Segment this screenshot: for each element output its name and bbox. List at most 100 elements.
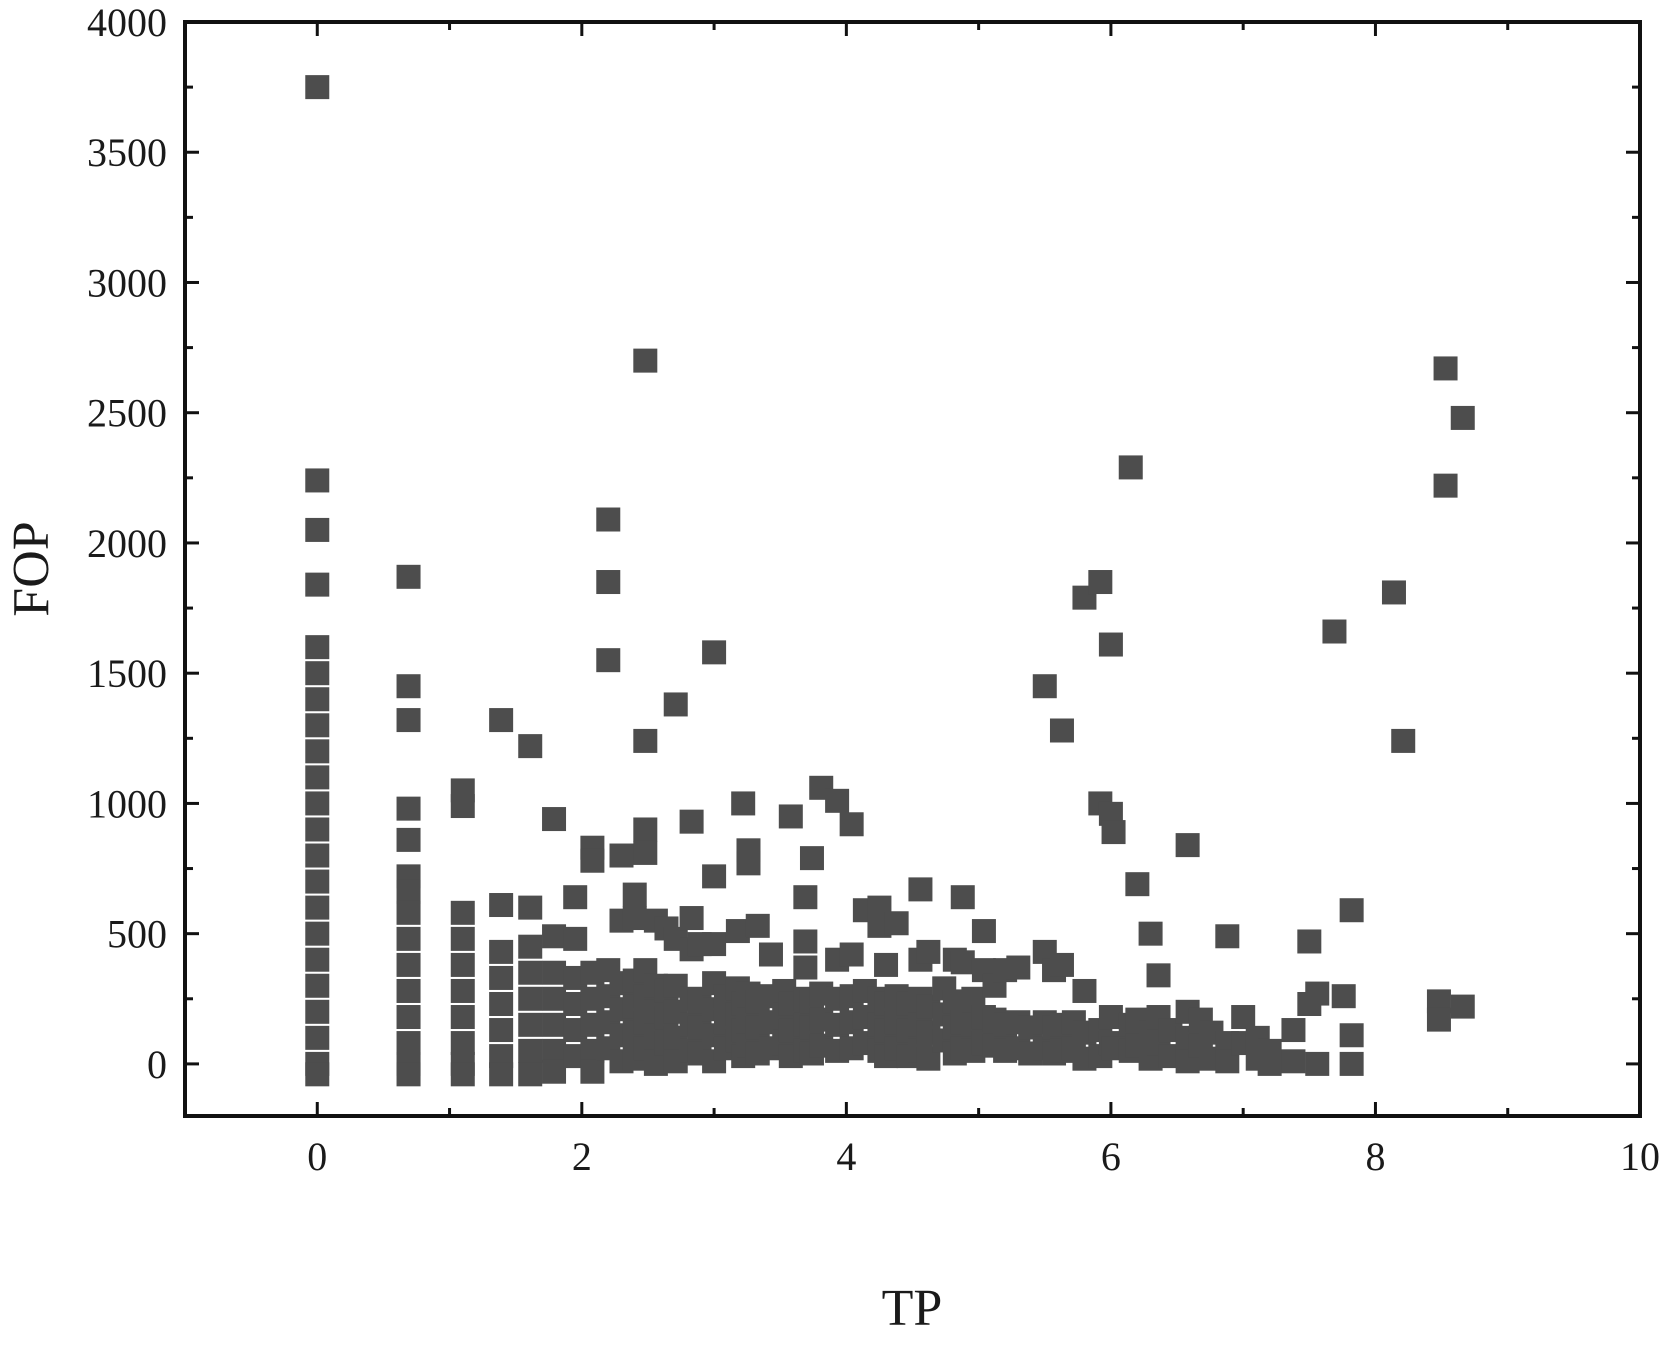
- data-point: [1433, 356, 1458, 381]
- data-point: [396, 1031, 421, 1056]
- data-point: [305, 947, 330, 972]
- data-point: [396, 978, 421, 1003]
- data-point: [793, 929, 818, 954]
- data-point: [839, 812, 864, 837]
- data-point: [778, 804, 803, 829]
- data-point: [702, 864, 727, 889]
- x-tick-label: 8: [1365, 1134, 1385, 1179]
- data-point: [1118, 455, 1143, 480]
- data-point: [305, 921, 330, 946]
- data-point: [1125, 872, 1150, 897]
- data-point: [518, 960, 543, 985]
- data-point: [563, 885, 588, 910]
- data-point: [563, 926, 588, 951]
- data-point: [489, 991, 514, 1016]
- data-point: [702, 932, 727, 957]
- data-point: [1049, 718, 1074, 743]
- data-point: [1088, 570, 1113, 595]
- data-point: [679, 809, 704, 834]
- data-point: [1072, 978, 1097, 1003]
- data-point: [305, 517, 330, 542]
- data-point: [596, 507, 621, 532]
- data-point: [396, 926, 421, 951]
- data-point: [450, 952, 475, 977]
- data-point: [396, 564, 421, 589]
- data-point: [542, 986, 567, 1011]
- data-point: [1281, 1018, 1306, 1043]
- data-point: [1391, 728, 1416, 753]
- data-point: [731, 791, 756, 816]
- y-tick-label: 500: [107, 912, 167, 957]
- y-tick-label: 3500: [87, 130, 167, 175]
- data-point: [950, 885, 975, 910]
- x-tick-label: 10: [1620, 1134, 1660, 1179]
- data-point: [1098, 632, 1123, 657]
- data-point: [396, 827, 421, 852]
- data-point: [396, 674, 421, 699]
- data-point: [305, 791, 330, 816]
- data-point: [542, 807, 567, 832]
- data-point: [1146, 963, 1171, 988]
- data-point: [542, 1038, 567, 1063]
- data-point: [793, 955, 818, 980]
- data-point: [305, 999, 330, 1024]
- data-point: [1426, 1007, 1451, 1032]
- y-axis-title: FOP: [3, 521, 60, 616]
- data-point: [305, 895, 330, 920]
- x-tick-label: 6: [1101, 1134, 1121, 1179]
- data-point: [580, 848, 605, 873]
- y-tick-label: 2000: [87, 521, 167, 566]
- data-point: [1215, 924, 1240, 949]
- data-point: [396, 1062, 421, 1087]
- data-point: [518, 1062, 543, 1087]
- data-point: [450, 978, 475, 1003]
- data-point: [396, 1005, 421, 1030]
- data-point: [396, 879, 421, 904]
- data-point: [305, 1025, 330, 1050]
- data-point: [1339, 1051, 1364, 1076]
- data-point: [305, 661, 330, 686]
- data-point: [305, 1062, 330, 1087]
- data-point: [596, 570, 621, 595]
- data-point: [489, 1018, 514, 1043]
- data-point: [489, 965, 514, 990]
- data-point: [450, 926, 475, 951]
- data-point: [305, 572, 330, 597]
- data-point: [633, 728, 658, 753]
- data-point: [793, 885, 818, 910]
- data-point: [396, 796, 421, 821]
- data-point: [874, 952, 899, 977]
- plot-frame: [183, 20, 1642, 1118]
- data-point: [609, 843, 634, 868]
- data-point: [633, 348, 658, 373]
- data-point: [702, 640, 727, 665]
- data-point: [622, 882, 647, 907]
- data-point: [450, 1031, 475, 1056]
- data-point: [305, 765, 330, 790]
- data-point: [305, 739, 330, 764]
- data-point: [1049, 952, 1074, 977]
- data-point: [305, 817, 330, 842]
- data-point: [1138, 921, 1163, 946]
- data-point: [1281, 1049, 1306, 1074]
- x-tick-label: 2: [572, 1134, 592, 1179]
- data-point: [1305, 1051, 1330, 1076]
- data-point: [758, 942, 783, 967]
- data-point: [971, 919, 996, 944]
- data-point: [663, 692, 688, 717]
- y-tick-label: 3000: [87, 260, 167, 305]
- data-point: [1175, 833, 1200, 858]
- y-tick-label: 1000: [87, 781, 167, 826]
- data-point: [1322, 619, 1347, 644]
- data-point: [305, 75, 330, 100]
- x-axis-title: TP: [882, 1280, 943, 1337]
- data-point: [633, 840, 658, 865]
- data-point: [518, 734, 543, 759]
- data-point: [305, 687, 330, 712]
- data-point: [825, 788, 850, 813]
- data-point: [1006, 955, 1031, 980]
- data-point: [1305, 981, 1330, 1006]
- data-point: [450, 794, 475, 819]
- x-axis-tick-labels: 0 2 4 6 8 10: [307, 1134, 1660, 1179]
